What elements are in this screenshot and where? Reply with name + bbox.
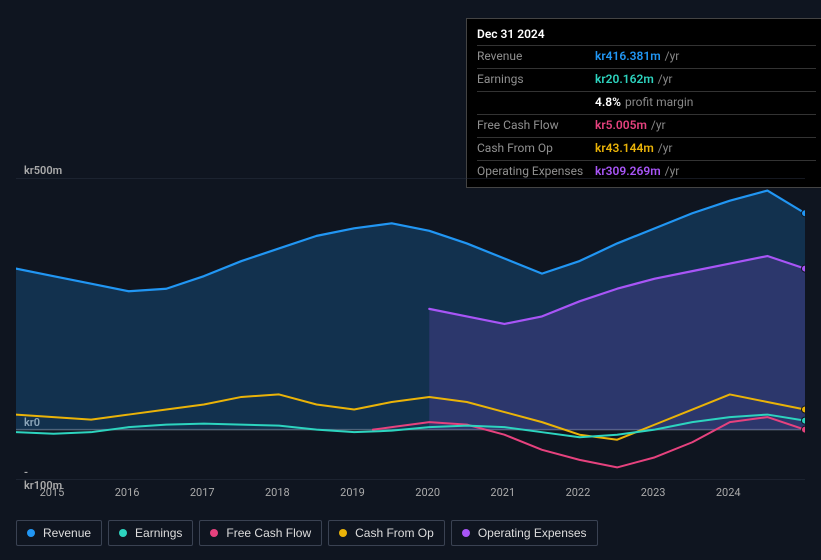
tooltip-row-label: Cash From Op: [477, 141, 595, 155]
legend-dot-icon: [210, 529, 218, 537]
tooltip-row: Free Cash Flowkr5.005m/yr: [477, 114, 816, 137]
tooltip-row-value: kr20.162m: [595, 72, 654, 86]
x-tick-label: 2023: [641, 486, 666, 499]
financial-metrics-chart: { "layout": { "width": 821, "height": 56…: [0, 0, 821, 560]
x-tick-label: 2015: [40, 486, 65, 499]
y-tick-label: kr500m: [24, 164, 62, 177]
x-tick-label: 2017: [190, 486, 215, 499]
series-end-marker-icon: [802, 426, 806, 433]
x-tick-label: 2020: [415, 486, 440, 499]
tooltip-row: 4.8% profit margin: [477, 91, 816, 114]
legend-item-label: Cash From Op: [355, 526, 434, 540]
legend-item[interactable]: Revenue: [16, 520, 102, 546]
tooltip-row: Revenuekr416.381m/yr: [477, 45, 816, 68]
legend-item[interactable]: Earnings: [108, 520, 193, 546]
x-tick-label: 2024: [716, 486, 741, 499]
legend-item[interactable]: Cash From Op: [328, 520, 445, 546]
tooltip-row-unit: /yr: [665, 49, 680, 63]
x-tick-label: 2018: [265, 486, 290, 499]
x-tick-label: 2019: [340, 486, 365, 499]
tooltip-row-value: kr309.269m: [595, 164, 661, 178]
series-end-marker-icon: [802, 210, 806, 217]
tooltip-row-unit: /yr: [658, 141, 673, 155]
legend-item-label: Operating Expenses: [478, 526, 587, 540]
legend-dot-icon: [339, 529, 347, 537]
tooltip-row-unit: /yr: [651, 118, 666, 132]
tooltip-row-value: kr416.381m: [595, 49, 661, 63]
series-end-marker-icon: [802, 417, 806, 424]
legend-dot-icon: [119, 529, 127, 537]
legend-dot-icon: [27, 529, 35, 537]
legend-item-label: Revenue: [43, 526, 91, 540]
tooltip-row-value: kr5.005m: [595, 118, 647, 132]
tooltip-row-unit: /yr: [658, 72, 673, 86]
chart-plot-area[interactable]: [16, 178, 805, 502]
tooltip-row: Earningskr20.162m/yr: [477, 68, 816, 91]
series-end-marker-icon: [802, 265, 806, 272]
x-tick-label: 2022: [566, 486, 591, 499]
x-tick-label: 2021: [490, 486, 515, 499]
x-tick-label: 2016: [115, 486, 140, 499]
legend-item[interactable]: Operating Expenses: [451, 520, 598, 546]
chart-legend: Revenue Earnings Free Cash Flow Cash From O…: [16, 520, 598, 546]
legend-item[interactable]: Free Cash Flow: [199, 520, 322, 546]
chart-svg: [16, 178, 805, 480]
tooltip-row-label: Free Cash Flow: [477, 118, 595, 132]
tooltip-date: Dec 31 2024: [477, 27, 816, 41]
tooltip-row-unit: /yr: [665, 164, 680, 178]
tooltip-row-label: Operating Expenses: [477, 164, 595, 178]
legend-dot-icon: [462, 529, 470, 537]
legend-item-label: Earnings: [135, 526, 182, 540]
tooltip-row: Cash From Opkr43.144m/yr: [477, 137, 816, 160]
tooltip-row-label: Earnings: [477, 72, 595, 86]
tooltip-row-value: 4.8%: [595, 95, 621, 109]
tooltip-row-value: kr43.144m: [595, 141, 654, 155]
tooltip-row-label: Revenue: [477, 49, 595, 63]
series-end-marker-icon: [802, 406, 806, 413]
chart-tooltip: Dec 31 2024Revenuekr416.381m/yrEarningsk…: [466, 18, 821, 188]
legend-item-label: Free Cash Flow: [226, 526, 311, 540]
tooltip-row-unit: profit margin: [625, 95, 693, 109]
